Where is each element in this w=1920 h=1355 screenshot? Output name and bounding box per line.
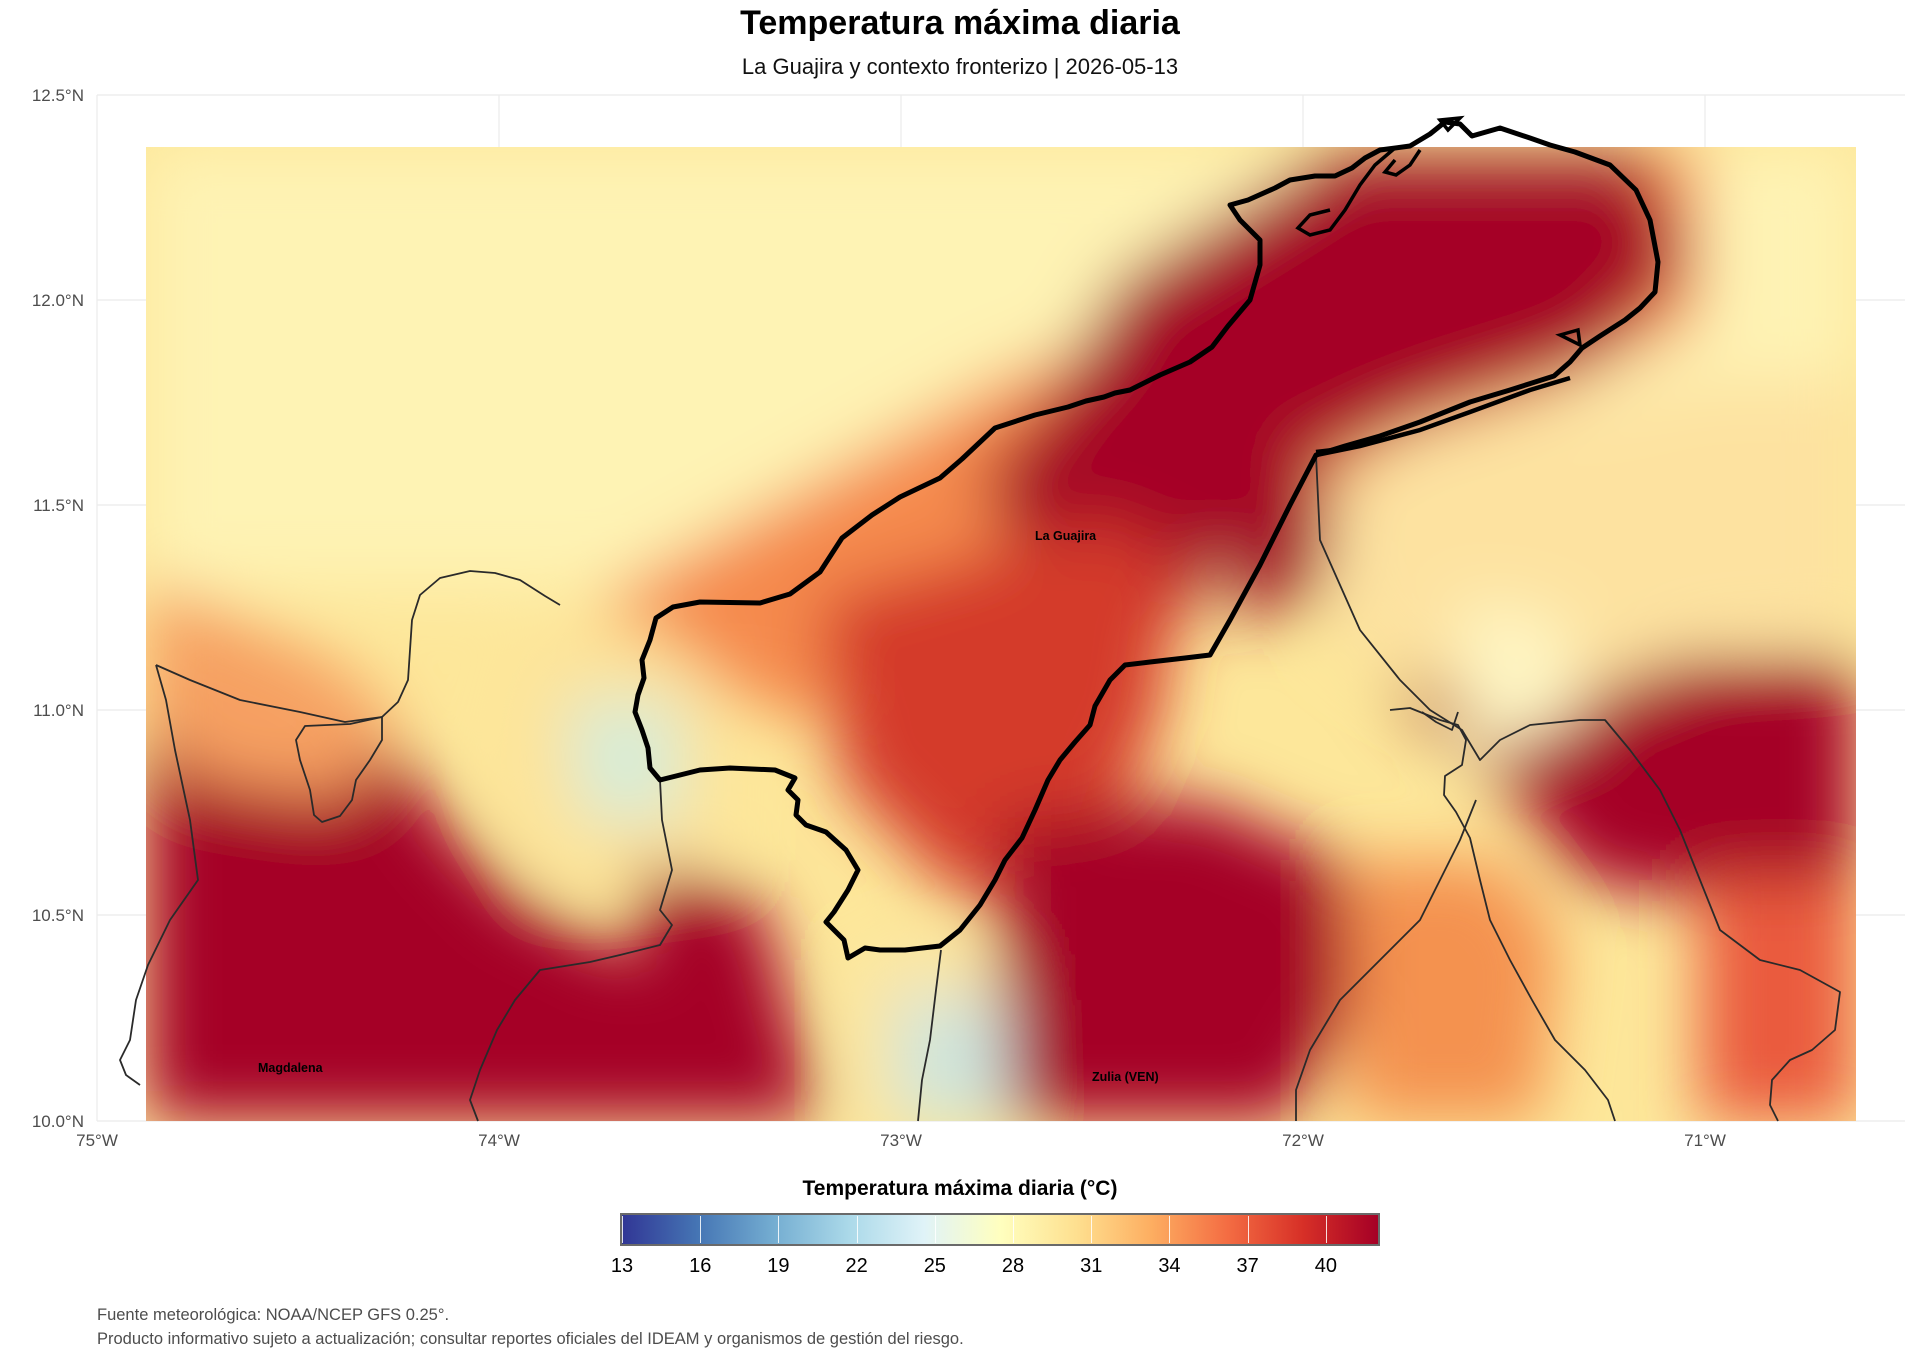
- legend-tick-label: 19: [767, 1255, 790, 1277]
- legend-tick-mark: [934, 1216, 936, 1243]
- legend-tick-mark: [856, 1216, 858, 1243]
- x-tick-label: 71°W: [1684, 1131, 1726, 1150]
- temperature-map: 12.5°N 12.0°N 11.5°N 11.0°N 10.5°N 10.0°…: [32, 86, 1905, 1150]
- y-tick-label: 11.5°N: [33, 496, 84, 515]
- legend-tick-label: 37: [1236, 1255, 1259, 1277]
- temperature-raster: [146, 147, 1856, 1121]
- y-tick-label: 10.5°N: [32, 906, 84, 925]
- legend-tick-label: 28: [1001, 1255, 1025, 1277]
- chart-subtitle: La Guajira y contexto fronterizo | 2026-…: [741, 54, 1179, 79]
- legend-tick-mark: [778, 1216, 780, 1243]
- legend-tick-label: 25: [923, 1255, 946, 1277]
- legend-tick-label: 22: [845, 1255, 868, 1277]
- x-tick-label: 75°W: [76, 1131, 118, 1150]
- legend-tick-label: 40: [1314, 1255, 1337, 1277]
- legend-tick-label: 31: [1080, 1255, 1103, 1277]
- y-tick-label: 12.5°N: [32, 86, 84, 105]
- legend-tick-mark: [1169, 1216, 1171, 1243]
- x-tick-label: 74°W: [478, 1131, 520, 1150]
- region-label-magdalena: Magdalena: [258, 1061, 324, 1075]
- admin-boundaries: [119, 454, 1841, 1122]
- legend-tick-label: 13: [610, 1255, 634, 1277]
- legend-tick-mark: [622, 1216, 623, 1243]
- legend-tick-label: 34: [1158, 1255, 1181, 1277]
- legend-tick-mark: [1013, 1216, 1015, 1243]
- region-label-guajira: La Guajira: [1035, 529, 1097, 543]
- x-axis-labels: 75°W 74°W 73°W 72°W 71°W: [76, 1131, 1726, 1150]
- national-border: [1315, 375, 1571, 458]
- legend-tick-label: 16: [689, 1255, 712, 1277]
- la-guajira-boundary: [632, 119, 1661, 961]
- y-tick-label: 10.0°N: [32, 1112, 84, 1131]
- y-axis-labels: 12.5°N 12.0°N 11.5°N 11.0°N 10.5°N 10.0°…: [32, 86, 84, 1131]
- x-tick-label: 73°W: [880, 1131, 922, 1150]
- caption-source: Fuente meteorológica: NOAA/NCEP GFS 0.25…: [97, 1306, 450, 1324]
- y-tick-label: 12.0°N: [32, 291, 84, 310]
- region-label-zulia: Zulia (VEN): [1092, 1070, 1159, 1084]
- caption-disclaimer: Producto informativo sujeto a actualizac…: [97, 1330, 964, 1348]
- legend-tick-mark: [1091, 1216, 1093, 1243]
- peninsula-detail: [1295, 115, 1583, 349]
- legend-tick-mark: [700, 1216, 702, 1243]
- legend-tick-mark: [1247, 1216, 1249, 1243]
- y-tick-label: 11.0°N: [33, 701, 84, 720]
- chart-title: Temperatura máxima diaria: [740, 4, 1180, 42]
- legend-colorbar: [620, 1213, 1380, 1246]
- legend-tick-mark: [1325, 1216, 1327, 1243]
- legend-title: Temperatura máxima diaria (°C): [802, 1177, 1118, 1200]
- x-tick-label: 72°W: [1282, 1131, 1324, 1150]
